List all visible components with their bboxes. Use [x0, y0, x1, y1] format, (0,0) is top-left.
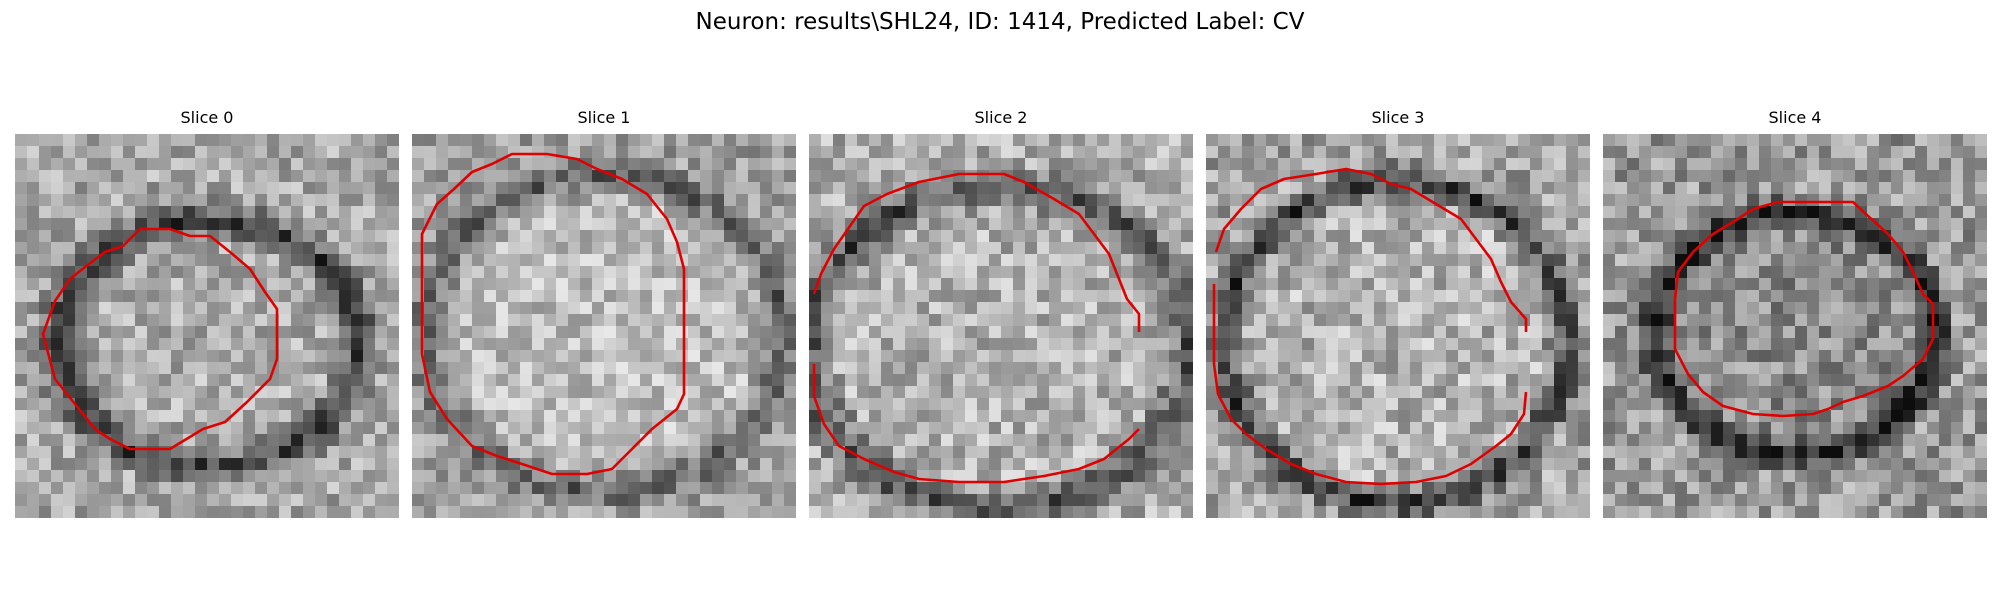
- slice-panel-3: Slice 3: [1206, 108, 1590, 518]
- contour-outline-2-lower: [812, 364, 1140, 484]
- slice-panel-2: Slice 2: [809, 108, 1193, 518]
- slice-panel-4: Slice 4: [1603, 108, 1987, 518]
- contour-outline-2: [812, 172, 1141, 332]
- slice-pixels-1: [412, 134, 796, 518]
- contour-outline-0: [41, 227, 279, 451]
- slice-panel-1: Slice 1: [412, 108, 796, 518]
- slice-image-3: [1206, 134, 1590, 518]
- slice-pixels-2: [809, 134, 1193, 518]
- slice-image-0: [15, 134, 399, 518]
- slice-title-4: Slice 4: [1768, 108, 1822, 127]
- contour-outline-3-lower: [1212, 284, 1528, 486]
- contour-outline-4: [1673, 200, 1935, 418]
- contour-outline-3: [1214, 167, 1528, 332]
- slice-image-2: [809, 134, 1193, 518]
- slice-pixels-3: [1206, 134, 1590, 518]
- slice-image-4: [1603, 134, 1987, 518]
- slice-title-2: Slice 2: [974, 108, 1028, 127]
- slice-image-1: [412, 134, 796, 518]
- slice-pixels-0: [15, 134, 399, 518]
- figure-title: Neuron: results\SHL24, ID: 1414, Predict…: [695, 9, 1305, 35]
- slice-panel-0: Slice 0: [15, 108, 399, 518]
- slice-title-1: Slice 1: [577, 108, 631, 127]
- slice-title-3: Slice 3: [1371, 108, 1425, 127]
- contour-outline-1: [420, 152, 686, 476]
- slice-title-0: Slice 0: [180, 108, 234, 127]
- slice-pixels-4: [1603, 134, 1987, 518]
